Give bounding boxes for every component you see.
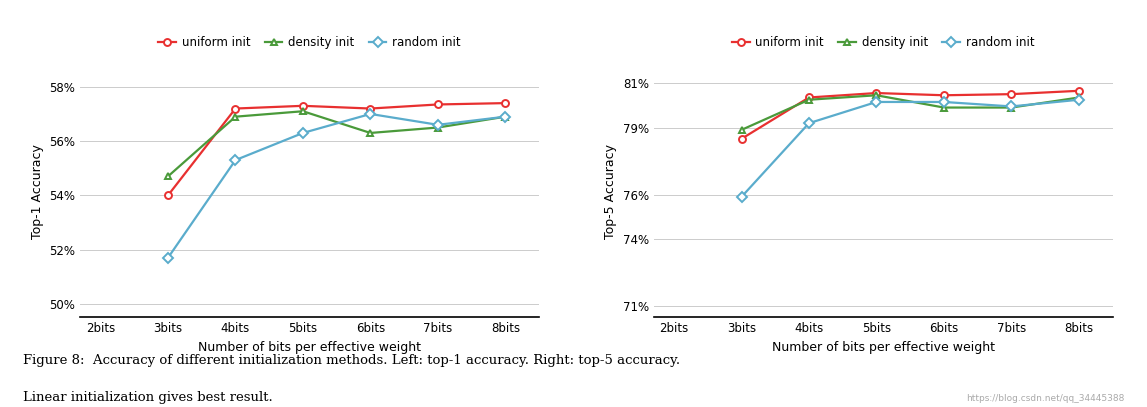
Text: Figure 8:  Accuracy of different initialization methods. Left: top-1 accuracy. R: Figure 8: Accuracy of different initiali… [23,354,680,367]
Text: https://blog.csdn.net/qq_34445388: https://blog.csdn.net/qq_34445388 [966,394,1124,403]
X-axis label: Number of bits per effective weight: Number of bits per effective weight [198,341,421,354]
Text: Linear initialization gives best result.: Linear initialization gives best result. [23,391,273,404]
Y-axis label: Top-1 Accuracy: Top-1 Accuracy [31,144,44,239]
X-axis label: Number of bits per effective weight: Number of bits per effective weight [772,341,994,354]
Legend: uniform init, density init, random init: uniform init, density init, random init [727,32,1039,54]
Legend: uniform init, density init, random init: uniform init, density init, random init [154,32,466,54]
Y-axis label: Top-5 Accuracy: Top-5 Accuracy [604,144,617,239]
